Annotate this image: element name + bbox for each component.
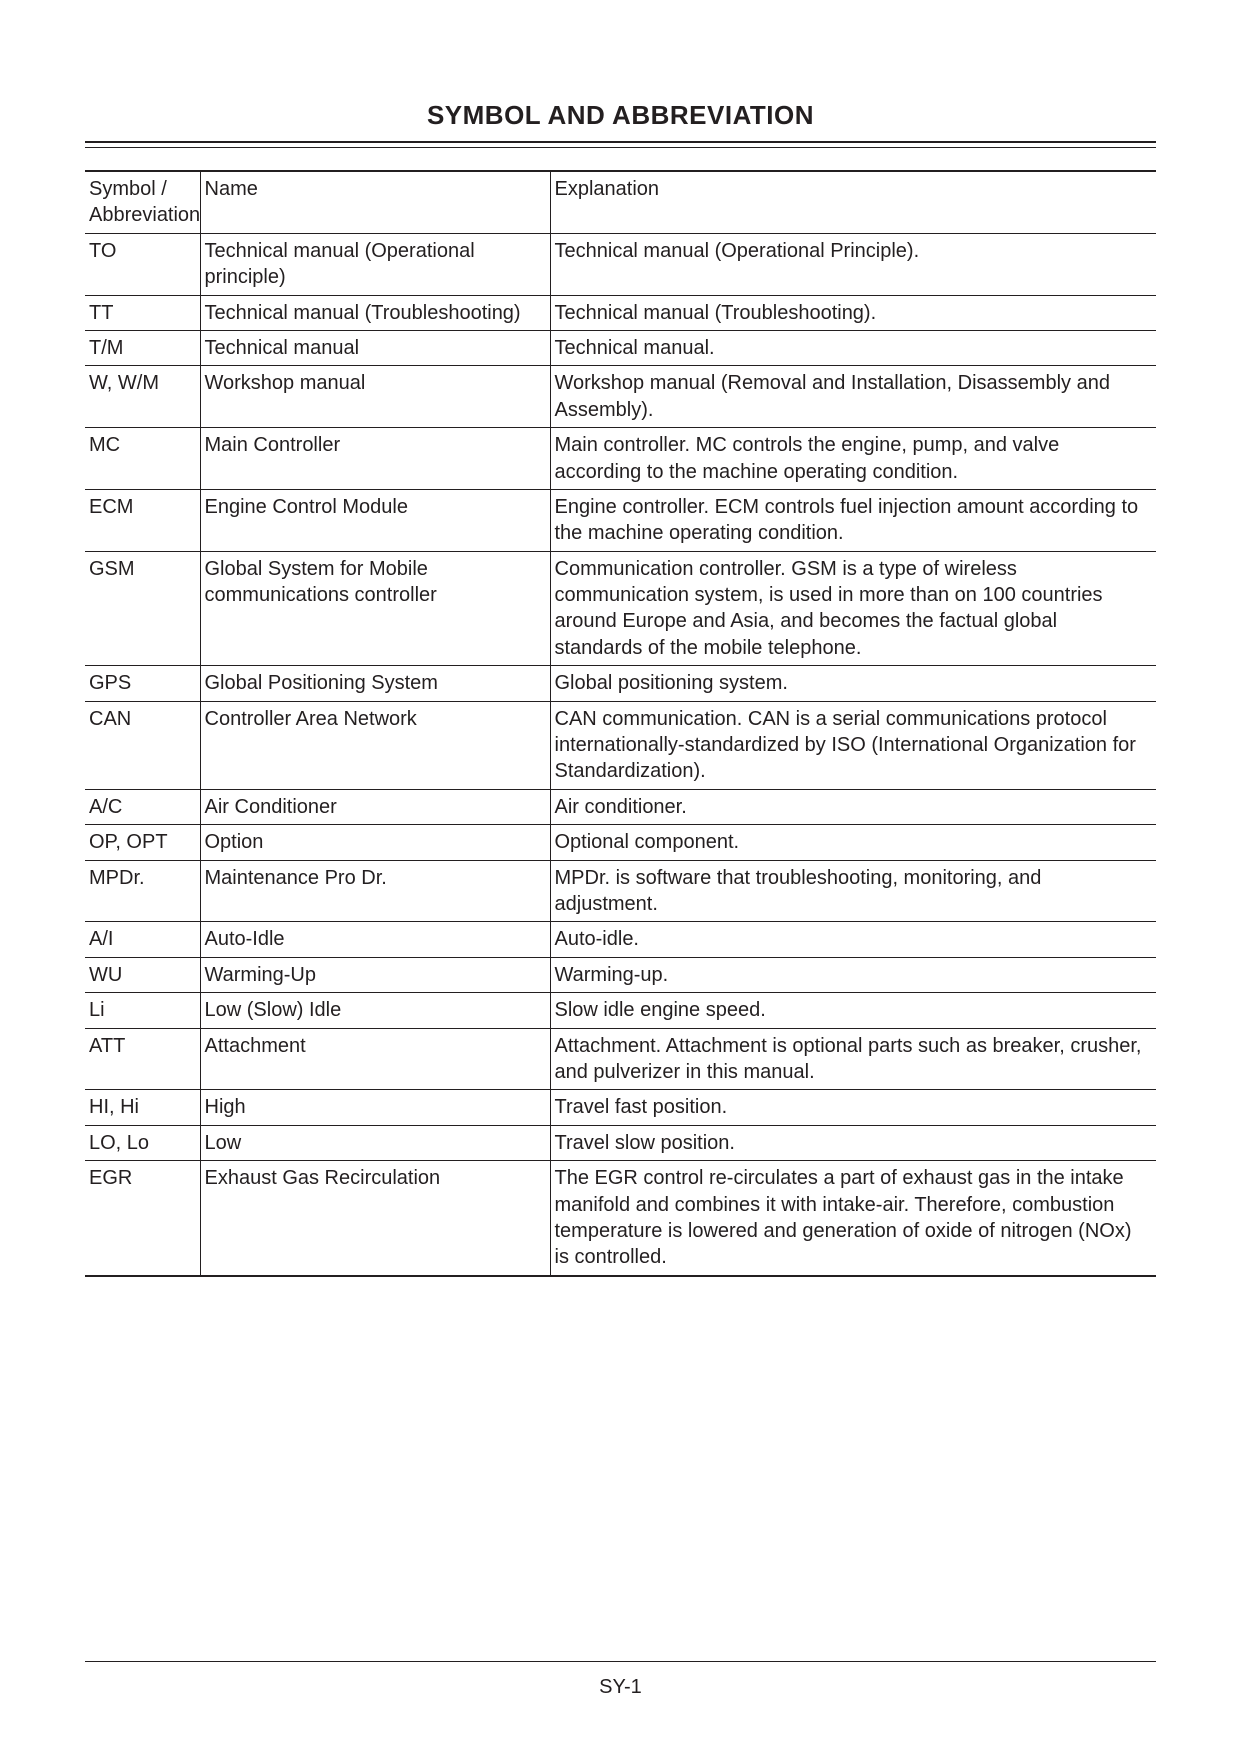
col-header-symbol: Symbol /Abbreviation bbox=[85, 171, 200, 233]
table-row: A/IAuto-IdleAuto-idle. bbox=[85, 922, 1156, 957]
table-row: W, W/MWorkshop manualWorkshop manual (Re… bbox=[85, 366, 1156, 428]
cell-name: High bbox=[200, 1090, 550, 1125]
table-body: TOTechnical manual (Operational principl… bbox=[85, 233, 1156, 1275]
cell-explanation: Global positioning system. bbox=[550, 666, 1156, 701]
cell-name: Attachment bbox=[200, 1028, 550, 1090]
table-row: HI, HiHighTravel fast position. bbox=[85, 1090, 1156, 1125]
cell-symbol: W, W/M bbox=[85, 366, 200, 428]
cell-name: Warming-Up bbox=[200, 957, 550, 992]
cell-symbol: MPDr. bbox=[85, 860, 200, 922]
cell-explanation: Travel fast position. bbox=[550, 1090, 1156, 1125]
cell-symbol: OP, OPT bbox=[85, 825, 200, 860]
cell-name: Maintenance Pro Dr. bbox=[200, 860, 550, 922]
cell-name: Low (Slow) Idle bbox=[200, 993, 550, 1028]
cell-symbol: GSM bbox=[85, 551, 200, 666]
cell-name: Exhaust Gas Recirculation bbox=[200, 1161, 550, 1276]
col-header-explanation: Explanation bbox=[550, 171, 1156, 233]
table-row: TTTechnical manual (Troubleshooting)Tech… bbox=[85, 295, 1156, 330]
cell-name: Controller Area Network bbox=[200, 701, 550, 789]
cell-symbol: T/M bbox=[85, 330, 200, 365]
cell-explanation: Travel slow position. bbox=[550, 1125, 1156, 1160]
cell-explanation: Workshop manual (Removal and Installatio… bbox=[550, 366, 1156, 428]
table-row: EGRExhaust Gas RecirculationThe EGR cont… bbox=[85, 1161, 1156, 1276]
page-title: SYMBOL AND ABBREVIATION bbox=[85, 100, 1156, 131]
cell-explanation: Air conditioner. bbox=[550, 789, 1156, 824]
cell-symbol: MC bbox=[85, 428, 200, 490]
cell-name: Global Positioning System bbox=[200, 666, 550, 701]
title-rule bbox=[85, 141, 1156, 148]
cell-explanation: Engine controller. ECM controls fuel inj… bbox=[550, 489, 1156, 551]
table-header-row: Symbol /Abbreviation Name Explanation bbox=[85, 171, 1156, 233]
table-row: GPSGlobal Positioning SystemGlobal posit… bbox=[85, 666, 1156, 701]
cell-name: Engine Control Module bbox=[200, 489, 550, 551]
table-row: LiLow (Slow) IdleSlow idle engine speed. bbox=[85, 993, 1156, 1028]
cell-symbol: ECM bbox=[85, 489, 200, 551]
table-row: CANController Area NetworkCAN communicat… bbox=[85, 701, 1156, 789]
cell-explanation: Slow idle engine speed. bbox=[550, 993, 1156, 1028]
page: SYMBOL AND ABBREVIATION Symbol /Abbrevia… bbox=[0, 0, 1241, 1754]
table-row: ECMEngine Control ModuleEngine controlle… bbox=[85, 489, 1156, 551]
table-row: TOTechnical manual (Operational principl… bbox=[85, 233, 1156, 295]
cell-name: Global System for Mobile communications … bbox=[200, 551, 550, 666]
cell-symbol: ATT bbox=[85, 1028, 200, 1090]
cell-explanation: Technical manual (Troubleshooting). bbox=[550, 295, 1156, 330]
cell-symbol: A/C bbox=[85, 789, 200, 824]
cell-name: Auto-Idle bbox=[200, 922, 550, 957]
cell-explanation: Warming-up. bbox=[550, 957, 1156, 992]
cell-explanation: CAN communication. CAN is a serial commu… bbox=[550, 701, 1156, 789]
table-row: OP, OPTOptionOptional component. bbox=[85, 825, 1156, 860]
cell-name: Low bbox=[200, 1125, 550, 1160]
cell-explanation: Attachment. Attachment is optional parts… bbox=[550, 1028, 1156, 1090]
cell-symbol: EGR bbox=[85, 1161, 200, 1276]
cell-symbol: TT bbox=[85, 295, 200, 330]
cell-explanation: The EGR control re-circulates a part of … bbox=[550, 1161, 1156, 1276]
table-row: ATTAttachmentAttachment. Attachment is o… bbox=[85, 1028, 1156, 1090]
cell-explanation: MPDr. is software that troubleshooting, … bbox=[550, 860, 1156, 922]
page-number: SY-1 bbox=[0, 1676, 1241, 1699]
cell-name: Technical manual bbox=[200, 330, 550, 365]
cell-symbol: Li bbox=[85, 993, 200, 1028]
cell-name: Air Conditioner bbox=[200, 789, 550, 824]
cell-name: Technical manual (Operational principle) bbox=[200, 233, 550, 295]
col-header-name: Name bbox=[200, 171, 550, 233]
cell-explanation: Technical manual (Operational Principle)… bbox=[550, 233, 1156, 295]
cell-explanation: Technical manual. bbox=[550, 330, 1156, 365]
cell-symbol: TO bbox=[85, 233, 200, 295]
cell-symbol: HI, Hi bbox=[85, 1090, 200, 1125]
table-row: LO, LoLowTravel slow position. bbox=[85, 1125, 1156, 1160]
cell-symbol: CAN bbox=[85, 701, 200, 789]
footer-rule bbox=[85, 1661, 1156, 1662]
table-row: GSMGlobal System for Mobile communicatio… bbox=[85, 551, 1156, 666]
table-row: MPDr.Maintenance Pro Dr.MPDr. is softwar… bbox=[85, 860, 1156, 922]
table-row: A/CAir ConditionerAir conditioner. bbox=[85, 789, 1156, 824]
cell-explanation: Optional component. bbox=[550, 825, 1156, 860]
cell-name: Workshop manual bbox=[200, 366, 550, 428]
cell-name: Option bbox=[200, 825, 550, 860]
table-row: T/MTechnical manualTechnical manual. bbox=[85, 330, 1156, 365]
abbreviation-table: Symbol /Abbreviation Name Explanation TO… bbox=[85, 170, 1156, 1277]
cell-name: Main Controller bbox=[200, 428, 550, 490]
cell-symbol: WU bbox=[85, 957, 200, 992]
cell-explanation: Communication controller. GSM is a type … bbox=[550, 551, 1156, 666]
table-row: WUWarming-UpWarming-up. bbox=[85, 957, 1156, 992]
cell-name: Technical manual (Troubleshooting) bbox=[200, 295, 550, 330]
cell-explanation: Main controller. MC controls the engine,… bbox=[550, 428, 1156, 490]
table-row: MCMain ControllerMain controller. MC con… bbox=[85, 428, 1156, 490]
cell-symbol: A/I bbox=[85, 922, 200, 957]
cell-symbol: GPS bbox=[85, 666, 200, 701]
cell-explanation: Auto-idle. bbox=[550, 922, 1156, 957]
cell-symbol: LO, Lo bbox=[85, 1125, 200, 1160]
